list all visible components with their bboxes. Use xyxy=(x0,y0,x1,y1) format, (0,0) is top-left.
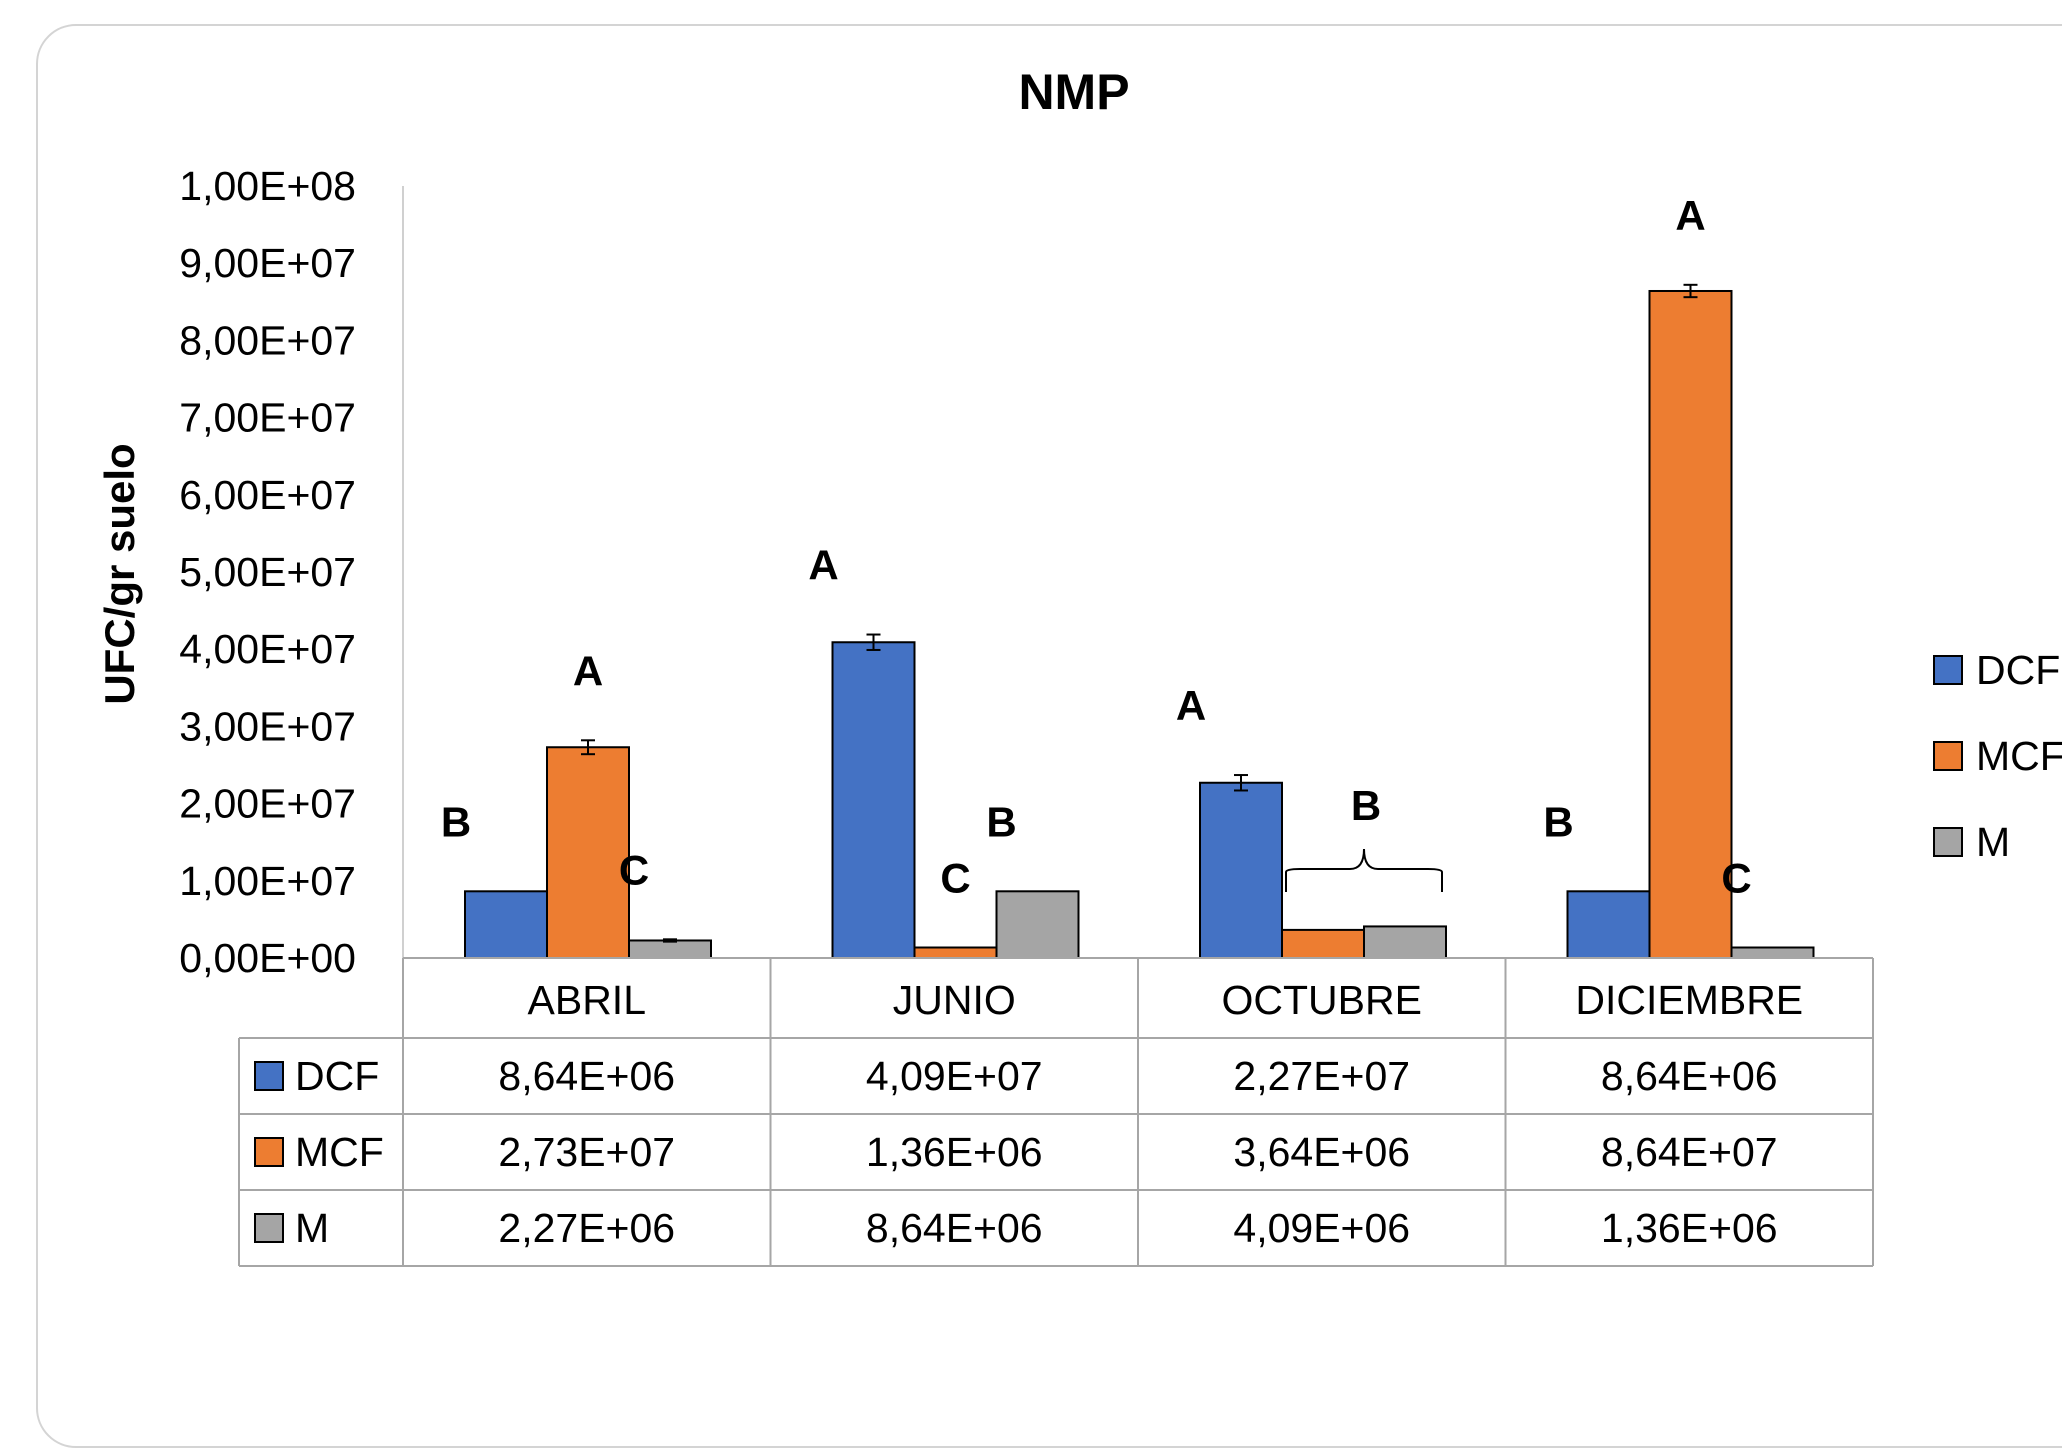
legend-label-mcf: MCF xyxy=(1976,733,2062,779)
bar-mcf-junio xyxy=(913,946,998,959)
significance-letter-mcf-abril: A xyxy=(573,647,603,694)
table-cell-dcf-abril: 8,64E+06 xyxy=(498,1053,675,1099)
y-tick-label: 8,00E+07 xyxy=(179,317,356,363)
x-category-label-junio: JUNIO xyxy=(893,977,1016,1023)
y-tick-label: 9,00E+07 xyxy=(179,240,356,286)
bar-m-abril xyxy=(628,939,712,959)
y-tick-label: 6,00E+07 xyxy=(179,472,356,518)
x-category-label-abril: ABRIL xyxy=(528,977,647,1023)
table-cell-mcf-junio: 1,36E+06 xyxy=(866,1129,1043,1175)
chart-title: NMP xyxy=(1018,64,1129,120)
bar-mcf-abril xyxy=(546,746,630,960)
significance-letter-dcf-abril: B xyxy=(441,798,471,845)
table-cell-dcf-diciembre: 8,64E+06 xyxy=(1601,1053,1778,1099)
table-series-name-m: M xyxy=(295,1205,329,1251)
significance-letter-dcf-octubre: A xyxy=(1176,682,1206,729)
significance-letter-mcf-junio: C xyxy=(940,855,970,902)
y-tick-label: 0,00E+00 xyxy=(179,935,356,981)
table-legend-key-dcf xyxy=(254,1061,284,1091)
significance-letter-m-abril: C xyxy=(619,846,649,893)
table-cell-m-abril: 2,27E+06 xyxy=(498,1205,675,1251)
table-cell-m-junio: 8,64E+06 xyxy=(866,1205,1043,1251)
table-cell-mcf-octubre: 3,64E+06 xyxy=(1233,1129,1410,1175)
bar-m-junio xyxy=(995,890,1080,959)
table-cell-mcf-diciembre: 8,64E+07 xyxy=(1601,1129,1778,1175)
legend-key-m xyxy=(1933,827,1963,857)
table-cell-mcf-abril: 2,73E+07 xyxy=(498,1129,675,1175)
significance-letter-dcf-diciembre: B xyxy=(1543,798,1573,845)
significance-letter-dcf-junio: A xyxy=(808,542,838,589)
table-cell-dcf-octubre: 2,27E+07 xyxy=(1233,1053,1410,1099)
legend-key-mcf xyxy=(1933,741,1963,771)
nmp-chart: NMP UFC/gr suelo 0,00E+00 1,00E+07 2,00E+0… xyxy=(96,64,2062,1267)
y-tick-label: 1,00E+07 xyxy=(179,858,356,904)
y-tick-label: 4,00E+07 xyxy=(179,626,356,672)
y-tick-label: 1,00E+08 xyxy=(179,163,356,209)
table-cell-m-diciembre: 1,36E+06 xyxy=(1601,1205,1778,1251)
y-tick-label: 2,00E+07 xyxy=(179,781,356,827)
table-series-name-mcf: MCF xyxy=(295,1129,384,1175)
legend-key-dcf xyxy=(1933,655,1963,685)
table-legend-key-m xyxy=(254,1213,284,1243)
group-bracket xyxy=(1285,848,1443,892)
y-tick-label: 7,00E+07 xyxy=(179,395,356,441)
bar-dcf-junio xyxy=(831,641,916,959)
y-axis-label: UFC/gr suelo xyxy=(96,443,143,704)
table-series-name-dcf: DCF xyxy=(295,1053,379,1099)
significance-letter-mcf-diciembre: A xyxy=(1675,192,1705,239)
bar-dcf-diciembre xyxy=(1566,890,1651,959)
legend-label-m: M xyxy=(1976,819,2010,865)
x-category-label-octubre: OCTUBRE xyxy=(1222,977,1422,1023)
x-category-label-diciembre: DICIEMBRE xyxy=(1575,977,1803,1023)
table-cell-dcf-junio: 4,09E+07 xyxy=(866,1053,1043,1099)
group-bracket-letter: B xyxy=(1351,782,1381,829)
legend-label-dcf: DCF xyxy=(1976,647,2060,693)
y-tick-label: 3,00E+07 xyxy=(179,703,356,749)
table-cell-m-octubre: 4,09E+06 xyxy=(1233,1205,1410,1251)
bar-m-diciembre xyxy=(1730,946,1815,959)
bar-m-octubre xyxy=(1363,925,1447,959)
bar-dcf-abril xyxy=(464,890,548,959)
bar-dcf-octubre xyxy=(1199,781,1283,959)
table-legend-key-mcf xyxy=(254,1137,284,1167)
significance-letter-m-junio: B xyxy=(986,798,1016,845)
significance-letter-m-diciembre: C xyxy=(1721,855,1751,902)
y-tick-label: 5,00E+07 xyxy=(179,549,356,595)
bar-mcf-diciembre xyxy=(1648,289,1733,959)
bar-mcf-octubre xyxy=(1281,928,1365,959)
